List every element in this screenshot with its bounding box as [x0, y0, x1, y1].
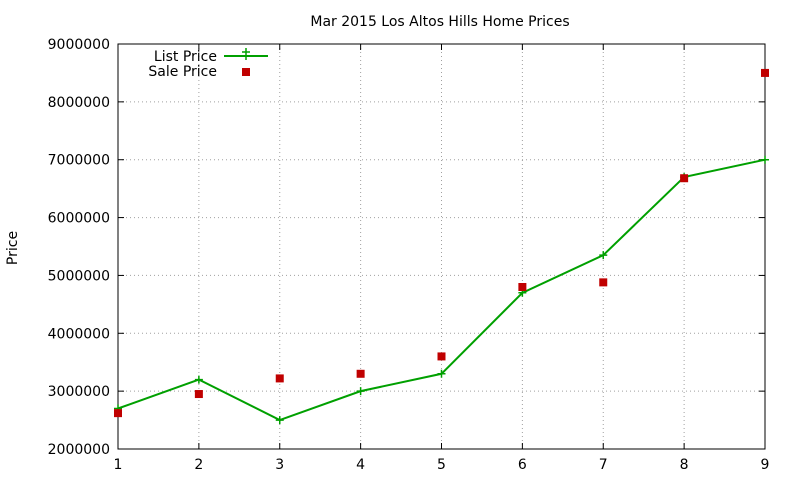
x-tick-label: 1	[114, 457, 123, 473]
legend: List Price Sale Price	[148, 48, 268, 80]
x-tick-label: 5	[437, 457, 446, 473]
x-tick-label: 8	[680, 457, 689, 473]
sale-price-point	[437, 352, 446, 361]
y-tick-label: 5000000	[48, 268, 110, 284]
sale-price-point	[275, 374, 284, 383]
x-tick-label: 7	[599, 457, 608, 473]
list-price-point	[275, 416, 284, 425]
sale-price-point	[761, 68, 769, 77]
series-line-list-price	[117, 158, 766, 422]
sale-price-point	[194, 390, 203, 399]
sale-price-point	[356, 369, 365, 378]
list-price-point	[356, 387, 365, 396]
legend-marker-sale-price	[242, 68, 250, 76]
list-price-point	[194, 375, 203, 384]
y-tick-label: 9000000	[48, 37, 110, 53]
list-price-point	[599, 251, 608, 260]
sale-price-point	[599, 278, 608, 287]
chart-title: Mar 2015 Los Altos Hills Home Prices	[310, 14, 569, 30]
sale-price-point	[680, 174, 689, 183]
list-price-point	[761, 155, 769, 164]
y-tick-label: 6000000	[48, 211, 110, 227]
y-tick-label: 7000000	[48, 153, 110, 169]
legend-label-list-price: List Price	[154, 49, 217, 65]
x-tick-label: 9	[761, 457, 770, 473]
y-tick-label: 8000000	[48, 95, 110, 111]
x-tick-label: 6	[518, 457, 527, 473]
y-tick-label: 4000000	[48, 326, 110, 342]
sale-price-point	[114, 409, 122, 418]
sale-price-point	[518, 283, 527, 291]
legend-marker-list-price	[242, 48, 250, 60]
axis-ticks: 1 2 3 4 5 6 7 8 9 2000000 3000000 4000000 5000000 600…	[48, 37, 770, 473]
y-tick-label: 2000000	[48, 442, 110, 458]
x-tick-label: 4	[356, 457, 365, 473]
list-price-point	[437, 369, 446, 378]
x-tick-label: 2	[194, 457, 203, 473]
y-tick-label: 3000000	[48, 384, 110, 400]
legend-label-sale-price: Sale Price	[148, 64, 217, 80]
series-layer	[114, 68, 769, 425]
y-axis-label: Price	[5, 231, 21, 265]
x-tick-label: 3	[275, 457, 284, 473]
